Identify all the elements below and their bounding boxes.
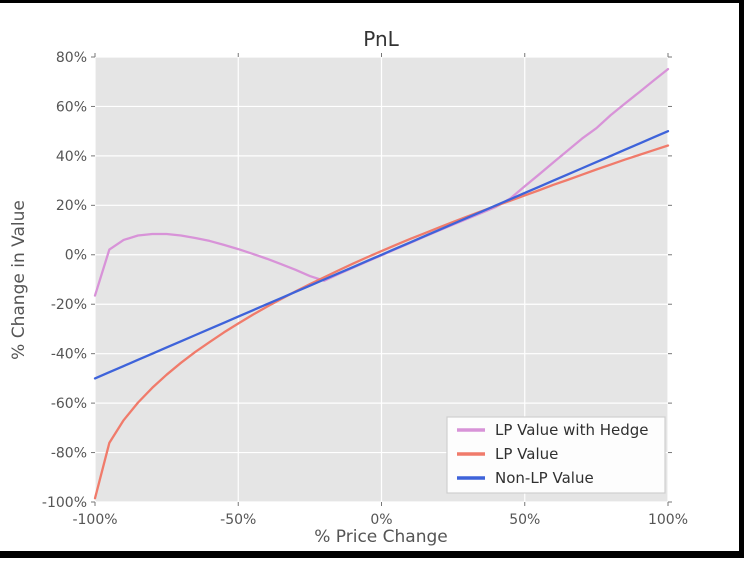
y-tick-label: 20% xyxy=(56,198,87,214)
x-tick-label: 100% xyxy=(648,512,688,528)
x-tick-label: 50% xyxy=(509,512,540,528)
x-axis-label: % Price Change xyxy=(314,527,448,547)
y-tick-label: 40% xyxy=(56,149,87,165)
y-tick-label: -80% xyxy=(51,445,87,461)
x-tick-label: -100% xyxy=(72,512,117,528)
tick-mark-layer xyxy=(91,53,672,506)
series-line-non-lp-value xyxy=(93,130,670,380)
y-tick-label: -40% xyxy=(51,347,87,363)
series-line-lp-value xyxy=(93,144,670,500)
window-border-right xyxy=(739,0,744,558)
y-tick-label: 60% xyxy=(56,99,87,115)
legend-label-lp-value: LP Value xyxy=(495,445,558,463)
y-tick-label: -100% xyxy=(42,495,87,511)
y-axis-label: % Change in Value xyxy=(9,200,29,360)
x-tick-label: 0% xyxy=(370,512,392,528)
series-layer xyxy=(93,67,670,500)
y-tick-label: -60% xyxy=(51,396,87,412)
legend-label-lp-value-with-hedge: LP Value with Hedge xyxy=(495,421,649,439)
chart-title: PnL xyxy=(363,27,399,51)
tick-label-layer: -100% -50% 0% 50% 100% 80% 60% 40% 20% 0% -20% -40%… xyxy=(42,50,688,528)
legend-label-non-lp-value: Non-LP Value xyxy=(495,469,594,487)
window-border-top xyxy=(0,0,744,3)
y-tick-label: 80% xyxy=(56,50,87,66)
window-border-bottom xyxy=(0,551,744,558)
x-tick-label: -50% xyxy=(220,512,256,528)
legend: LP Value with Hedge LP Value Non-LP Value xyxy=(446,416,666,494)
y-tick-label: -20% xyxy=(51,297,87,313)
y-tick-label: 0% xyxy=(65,248,87,264)
